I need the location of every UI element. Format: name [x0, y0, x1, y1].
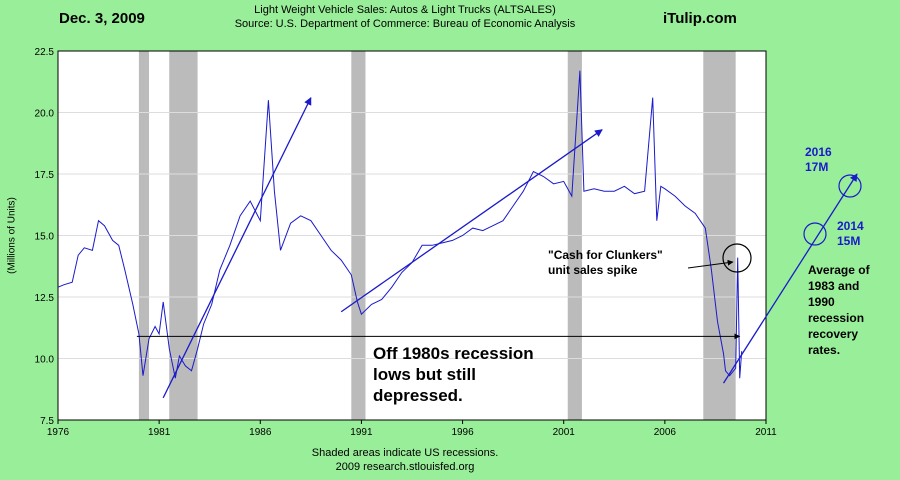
- y-tick-label: 20.0: [35, 109, 55, 120]
- trend-line: [340, 129, 603, 313]
- brand-label: iTulip.com: [663, 10, 737, 27]
- forecast-2014-circle: [803, 222, 827, 246]
- chart-date: Dec. 3, 2009: [59, 10, 145, 27]
- trend-line: [722, 173, 858, 384]
- series-line: [57, 70, 743, 379]
- clunkers-circle: [722, 243, 752, 273]
- source-footnote: 2009 research.stlouisfed.org: [335, 461, 475, 473]
- x-tick-label: 2011: [755, 427, 777, 438]
- annotation-2016-forecast: 2016 17M: [805, 145, 832, 174]
- y-tick-label: 17.5: [35, 170, 55, 181]
- x-tick-label: 1981: [148, 427, 171, 438]
- annotation-cash-for-clunkers: "Cash for Clunkers" unit sales spike: [548, 248, 663, 277]
- y-tick-label: 7.5: [40, 416, 54, 427]
- x-tick-label: 2001: [553, 427, 576, 438]
- recession-footnote: Shaded areas indicate US recessions.: [311, 447, 499, 459]
- trend-line: [162, 97, 312, 399]
- annotation-lows: Off 1980s recession lows but still depre…: [373, 344, 534, 405]
- clunkers-pointer: [687, 259, 734, 269]
- forecast-2016-circle: [838, 174, 862, 198]
- x-tick-label: 1996: [451, 427, 474, 438]
- annotation-2014-forecast: 2014 15M: [837, 219, 864, 248]
- y-axis-label: (Millions of Units): [6, 197, 18, 274]
- y-tick-label: 15.0: [35, 232, 55, 243]
- annotation-average-recovery: Average of 1983 and 1990 recession recov…: [808, 263, 870, 357]
- plot-border: [57, 50, 767, 421]
- chart-title: Light Weight Vehicle Sales: Autos & Ligh…: [254, 4, 556, 16]
- x-tick-label: 1986: [249, 427, 272, 438]
- chart-source: Source: U.S. Department of Commerce: Bur…: [234, 18, 576, 30]
- x-tick-label: 2006: [654, 427, 677, 438]
- y-tick-label: 22.5: [35, 47, 55, 58]
- y-tick-label: 10.0: [35, 355, 55, 366]
- y-tick-label: 12.5: [35, 293, 55, 304]
- x-tick-label: 1991: [350, 427, 373, 438]
- x-tick-label: 1976: [47, 427, 70, 438]
